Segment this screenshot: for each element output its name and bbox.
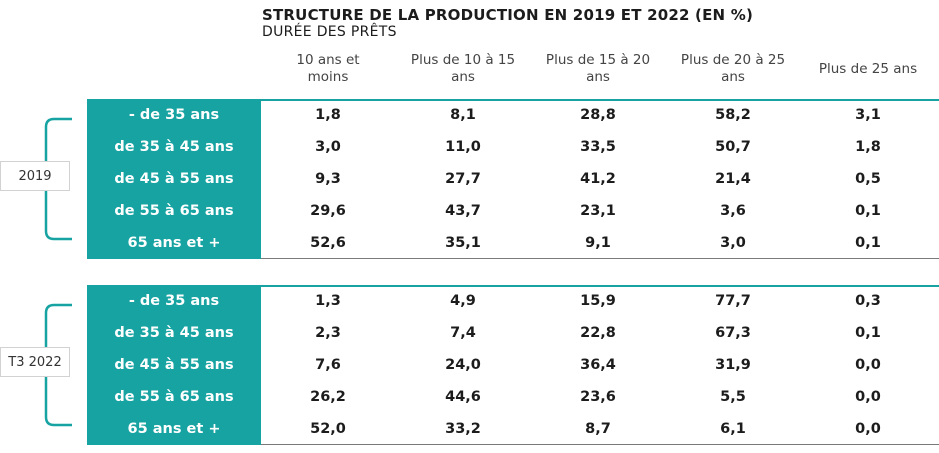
age-row-label: de 35 à 45 ans: [114, 325, 234, 341]
age-row-label: de 45 à 55 ans: [114, 171, 234, 187]
column-header: Plus de 15 à 20 ans: [528, 52, 668, 86]
table-cell: 5,5: [720, 389, 746, 405]
column-header-line: 10 ans et: [296, 52, 360, 68]
table-cell: 23,1: [580, 203, 616, 219]
table-cell: 50,7: [715, 139, 751, 155]
table-cell: 1,8: [855, 139, 881, 155]
table-cell: 1,3: [315, 293, 341, 309]
block-bottom-rule: [261, 258, 939, 259]
table-cell: 27,7: [445, 171, 481, 187]
age-row-label: de 45 à 55 ans: [114, 357, 234, 373]
age-row-label: 65 ans et +: [127, 421, 221, 437]
table-cell: 9,3: [315, 171, 341, 187]
column-header-line: Plus de 25 ans: [818, 61, 918, 77]
table-cell: 29,6: [310, 203, 346, 219]
table-cell: 28,8: [580, 107, 616, 123]
block-bottom-rule: [261, 444, 939, 445]
table-cell: 0,1: [855, 325, 881, 341]
table-cell: 1,8: [315, 107, 341, 123]
table-cell: 4,9: [450, 293, 476, 309]
column-header-line: Plus de 10 à 15: [410, 52, 516, 68]
column-header-line: moins: [307, 69, 349, 85]
chart-subtitle: DURÉE DES PRÊTS: [262, 24, 397, 40]
age-row-label: de 35 à 45 ans: [114, 139, 234, 155]
column-header-line: Plus de 20 à 25: [680, 52, 786, 68]
table-cell: 6,1: [720, 421, 746, 437]
table-cell: 31,9: [715, 357, 751, 373]
table-cell: 21,4: [715, 171, 751, 187]
column-header: Plus de 20 à 25 ans: [663, 52, 803, 86]
table-cell: 0,1: [855, 203, 881, 219]
age-row-label: de 55 à 65 ans: [114, 389, 234, 405]
table-cell: 35,1: [445, 235, 481, 251]
table-cell: 0,5: [855, 171, 881, 187]
table-cell: 8,7: [585, 421, 611, 437]
table-cell: 26,2: [310, 389, 346, 405]
table-cell: 43,7: [445, 203, 481, 219]
table-cell: 67,3: [715, 325, 751, 341]
table-cell: 3,0: [720, 235, 746, 251]
age-row-label: - de 35 ans: [128, 107, 220, 123]
table-cell: 0,0: [855, 357, 881, 373]
table-cell: 0,3: [855, 293, 881, 309]
table-cell: 0,1: [855, 235, 881, 251]
table-block: - de 35 ans de 35 à 45 ans de 45 à 55 ans d…: [0, 285, 939, 445]
age-column: - de 35 ans de 35 à 45 ans de 45 à 55 ans d…: [87, 99, 261, 259]
table-cell: 52,6: [310, 235, 346, 251]
table-cell: 33,5: [580, 139, 616, 155]
table-cell: 3,0: [315, 139, 341, 155]
column-header-line: ans: [721, 69, 745, 85]
table-cell: 36,4: [580, 357, 616, 373]
table-cell: 24,0: [445, 357, 481, 373]
table-cell: 2,3: [315, 325, 341, 341]
table-cell: 7,6: [315, 357, 341, 373]
group-year-label: 2019: [0, 161, 70, 191]
table-cell: 33,2: [445, 421, 481, 437]
table-cell: 15,9: [580, 293, 616, 309]
table-cell: 41,2: [580, 171, 616, 187]
table-cell: 3,6: [720, 203, 746, 219]
table-block: - de 35 ans de 35 à 45 ans de 45 à 55 ans d…: [0, 99, 939, 259]
table-cell: 11,0: [445, 139, 481, 155]
block-top-rule: [261, 285, 939, 287]
age-column: - de 35 ans de 35 à 45 ans de 45 à 55 ans d…: [87, 285, 261, 445]
table-cell: 58,2: [715, 107, 751, 123]
age-row-label: - de 35 ans: [128, 293, 220, 309]
table-cell: 3,1: [855, 107, 881, 123]
column-header: Plus de 25 ans: [798, 61, 938, 78]
age-row-label: 65 ans et +: [127, 235, 221, 251]
table-cell: 23,6: [580, 389, 616, 405]
table-cell: 0,0: [855, 421, 881, 437]
table-cell: 0,0: [855, 389, 881, 405]
table-cell: 52,0: [310, 421, 346, 437]
column-header-line: ans: [451, 69, 475, 85]
block-top-rule: [261, 99, 939, 101]
table-cell: 77,7: [715, 293, 751, 309]
column-header-line: ans: [586, 69, 610, 85]
column-header: Plus de 10 à 15 ans: [393, 52, 533, 86]
table-cell: 22,8: [580, 325, 616, 341]
column-header-line: Plus de 15 à 20: [545, 52, 651, 68]
column-header: 10 ans et moins: [258, 52, 398, 86]
table-cell: 44,6: [445, 389, 481, 405]
chart-title: STRUCTURE DE LA PRODUCTION EN 2019 ET 20…: [262, 6, 754, 24]
table-cell: 9,1: [585, 235, 611, 251]
group-year-label: T3 2022: [0, 347, 70, 377]
age-row-label: de 55 à 65 ans: [114, 203, 234, 219]
table-cell: 7,4: [450, 325, 476, 341]
table-cell: 8,1: [450, 107, 476, 123]
